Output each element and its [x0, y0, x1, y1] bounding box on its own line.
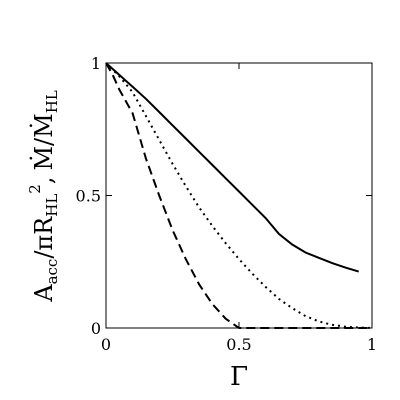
y-tick-label: 0 — [91, 319, 101, 338]
y-label-m: Ṁ/Ṁ — [29, 113, 58, 170]
x-tick-label: 0.5 — [226, 335, 251, 354]
tick-labels-layer: 0 0.5 1 0 0.5 1 — [76, 54, 378, 354]
series-line-solid — [105, 62, 359, 273]
y-label-m-sub: HL — [43, 90, 61, 113]
series-line-dotted — [105, 62, 373, 329]
y-label-r-sub: HL — [43, 194, 61, 217]
y-label-r-sup: 2 — [26, 184, 44, 194]
series-line-dashed — [105, 62, 372, 329]
x-tick-label: 0 — [101, 335, 111, 354]
ticks-layer — [105, 62, 373, 329]
y-axis-label: Aacc/πRHL2,Ṁ/ṀHL — [26, 90, 61, 303]
y-label-comma: , — [30, 177, 58, 185]
series-layer — [105, 62, 373, 329]
plot-frame — [105, 62, 373, 329]
y-label-a: A — [30, 284, 58, 303]
y-tick-label: 1 — [91, 54, 101, 73]
y-label-pi-r: /πR — [30, 216, 58, 259]
y-tick-label: 0.5 — [76, 187, 101, 206]
x-axis-label: Γ — [230, 362, 248, 392]
y-label-a-sub: acc — [43, 259, 61, 285]
x-tick-label: 1 — [367, 335, 377, 354]
